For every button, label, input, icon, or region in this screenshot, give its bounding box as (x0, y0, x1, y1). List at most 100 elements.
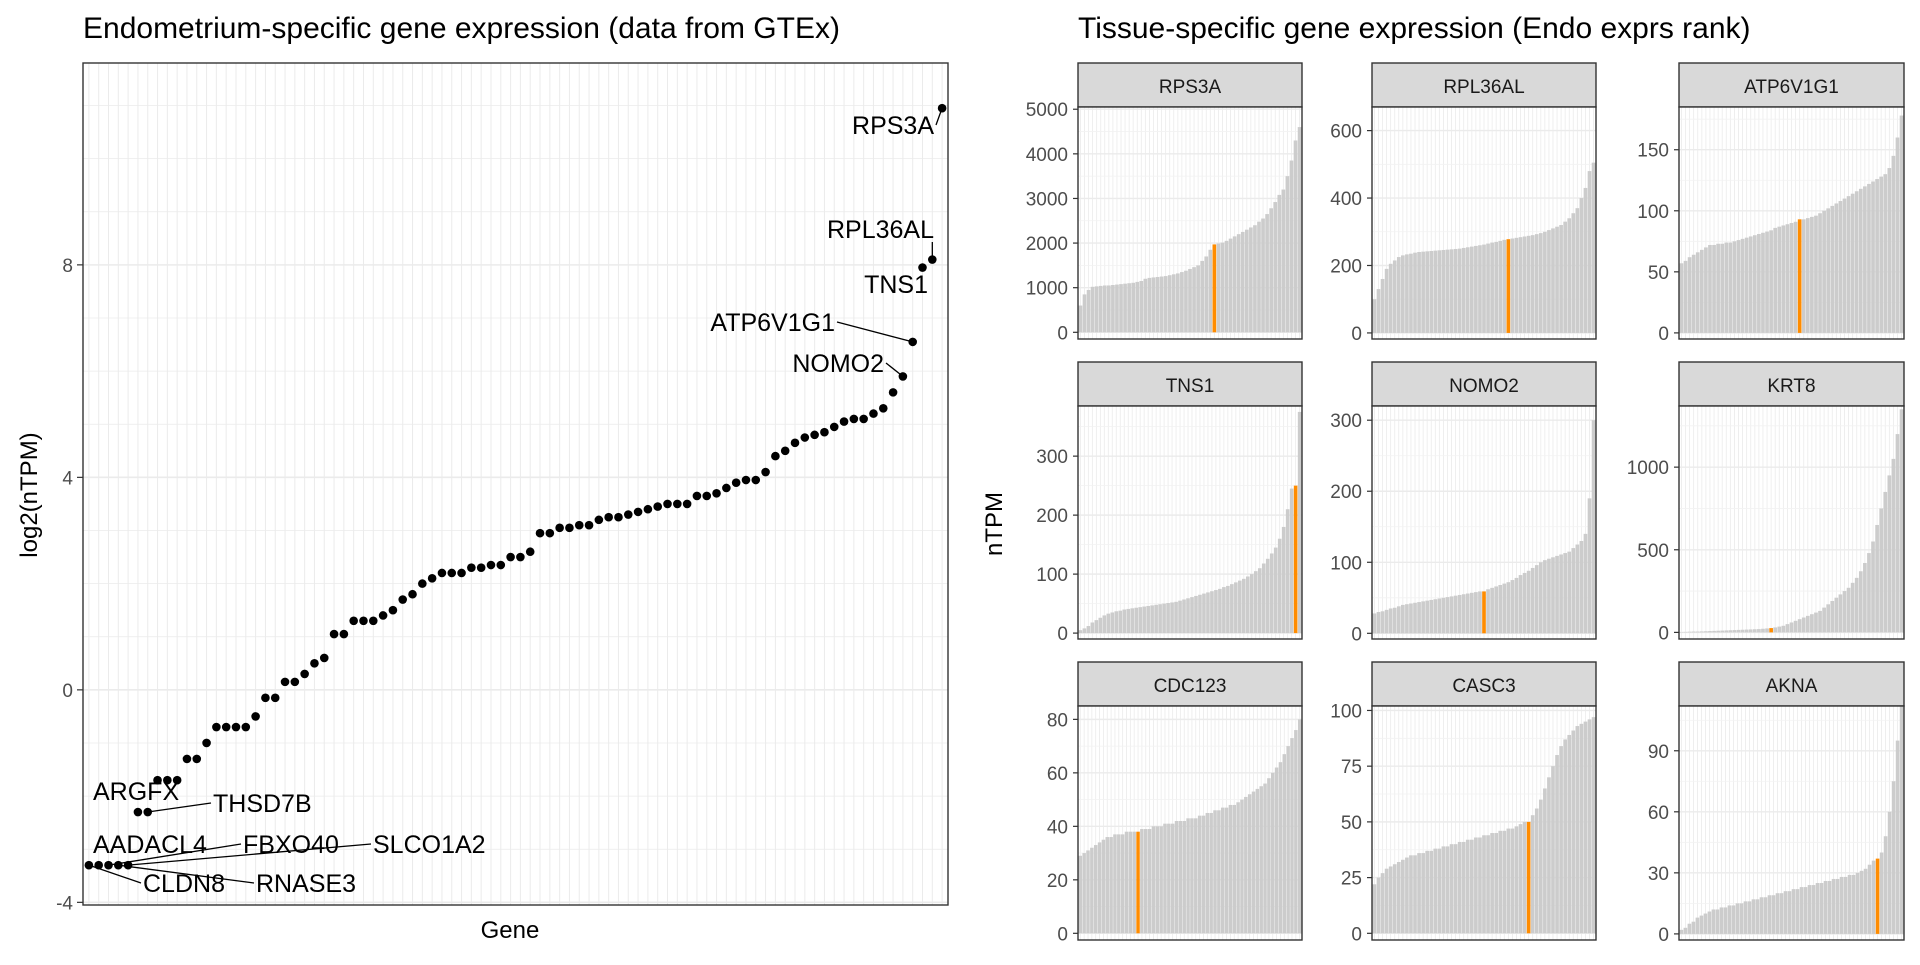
gene-point (369, 616, 378, 625)
left-x-axis-label: Gene (481, 917, 540, 944)
gene-label-rpl36al: RPL36AL (827, 216, 934, 244)
tissue-bar (1835, 203, 1839, 332)
tissue-bar (1688, 632, 1692, 633)
tissue-bar (1450, 844, 1454, 933)
tissue-bar (1229, 805, 1232, 933)
facet-y-tick-label: 30 (1648, 864, 1669, 885)
tissue-bar (1198, 595, 1202, 633)
tissue-bar (1712, 631, 1716, 632)
tissue-bar (1109, 837, 1112, 933)
gene-point (506, 553, 515, 562)
gene-point (810, 431, 819, 440)
gene-point (271, 694, 280, 703)
facet-y-tick-label: 3000 (1026, 189, 1068, 210)
right-y-axis-label: nTPM (981, 492, 1008, 556)
tissue-bar (1446, 250, 1450, 333)
facet-y-tick-label: 1000 (1026, 279, 1068, 300)
tissue-bar (1547, 777, 1551, 933)
tissue-bar (1156, 277, 1160, 332)
tissue-bar (1222, 587, 1226, 633)
gene-point (516, 553, 525, 562)
tissue-bar (1478, 245, 1482, 333)
tissue-bar (1822, 608, 1826, 633)
tissue-bar (1684, 928, 1688, 934)
tissue-bar (1571, 731, 1575, 934)
tissue-bar (1425, 251, 1429, 333)
tissue-bar (1892, 781, 1896, 934)
gene-label-fbxo40: FBXO40 (243, 831, 339, 859)
tissue-bar (1171, 824, 1174, 934)
tissue-bar (1772, 895, 1776, 934)
tissue-bar (1814, 216, 1818, 333)
tissue-bar (1286, 746, 1289, 933)
tissue-bar (1261, 219, 1265, 333)
tissue-bar (1551, 766, 1555, 933)
tissue-bar (1119, 284, 1123, 332)
tissue-bar (1442, 846, 1446, 933)
endometrium-bar (1769, 628, 1773, 632)
tissue-bar (1692, 632, 1696, 633)
gene-point (732, 478, 741, 487)
endometrium-bar (1482, 591, 1486, 633)
tissue-bar (1202, 816, 1205, 934)
tissue-bar (1086, 850, 1089, 933)
facet-y-tick-label: 2000 (1026, 234, 1068, 255)
tissue-bar (1389, 264, 1393, 333)
facet-y-tick-label: 20 (1047, 871, 1068, 892)
gene-point (281, 678, 290, 687)
gene-point (526, 547, 535, 556)
tissue-bar (1438, 250, 1442, 333)
gene-point (859, 415, 868, 424)
gene-point (850, 415, 859, 424)
tissue-bar (1425, 601, 1429, 634)
tissue-bar (1551, 228, 1555, 333)
tissue-bar (1860, 871, 1864, 934)
tissue-bar (1486, 589, 1490, 633)
tissue-bar (1393, 608, 1397, 634)
tissue-bar (1259, 786, 1262, 933)
tissue-bar (1482, 835, 1486, 933)
tissue-bar (1429, 600, 1433, 633)
tissue-bar (1688, 924, 1692, 934)
tissue-bar (1377, 612, 1381, 633)
tissue-bar (1879, 508, 1883, 632)
tissue-bar (1843, 199, 1847, 333)
right-chart-title: Tissue-specific gene expression (Endo ex… (1078, 12, 1751, 45)
facet-strip-label: AKNA (1766, 676, 1818, 697)
tissue-bar (1377, 878, 1381, 934)
tissue-bar (1848, 875, 1852, 934)
tissue-bar (1190, 818, 1193, 933)
tissue-bar (1082, 853, 1085, 933)
gene-point (683, 500, 692, 509)
tissue-bar (1160, 277, 1164, 333)
tissue-bar (1277, 195, 1281, 332)
tissue-bar (1482, 245, 1486, 333)
tissue-bar (1123, 284, 1127, 333)
tissue-bar (1131, 283, 1135, 333)
tissue-bar (1567, 218, 1571, 333)
tissue-bar (1790, 223, 1794, 333)
tissue-bar (1720, 907, 1724, 933)
tissue-bar (1539, 800, 1543, 934)
gene-point (408, 590, 417, 599)
tissue-bar (1543, 560, 1547, 633)
gene-point (830, 423, 839, 432)
tissue-bar (1478, 591, 1482, 633)
tissue-bar (1773, 627, 1777, 632)
tissue-bar (1741, 239, 1745, 333)
tissue-bar (1298, 412, 1302, 633)
tissue-bar (1182, 599, 1186, 633)
tissue-bar (1190, 597, 1194, 633)
gene-point (457, 569, 466, 578)
facet-y-tick-label: 0 (1351, 324, 1362, 345)
tissue-bar (1087, 290, 1091, 332)
tissue-bar (1132, 832, 1135, 934)
tissue-bar (1757, 234, 1761, 333)
tissue-bar (1490, 243, 1494, 333)
tissue-bar (1748, 901, 1752, 934)
tissue-bar (1835, 598, 1839, 633)
tissue-bar (1764, 897, 1768, 934)
tissue-bar (1716, 631, 1720, 633)
